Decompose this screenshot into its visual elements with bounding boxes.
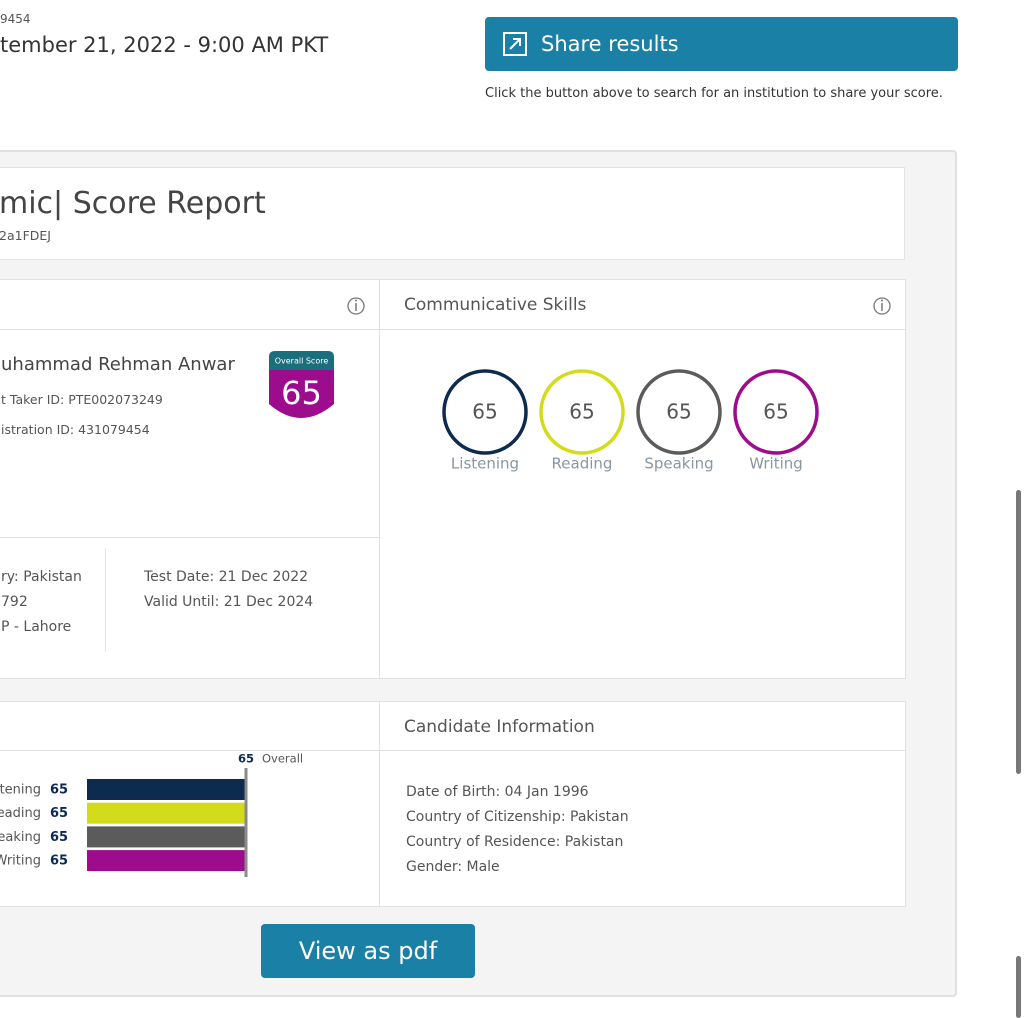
registration-id: istration ID: 431079454 (1, 422, 150, 437)
detail: 792 (1, 594, 28, 610)
card-title: Candidate Information (404, 717, 595, 737)
candidate-name: uhammad Rehman Anwar (1, 354, 235, 375)
overall-value: 65 (238, 752, 254, 766)
summary-card: Communicative Skills uhammad Rehman Anwa… (0, 279, 906, 679)
bar-name: Writing (0, 854, 41, 869)
skill-score: 65 (472, 400, 497, 424)
skill-name: Reading (552, 455, 613, 473)
registration: 9454 (0, 12, 31, 26)
details-left: ry: Pakistan 792 P - Lahore (1, 565, 82, 640)
scrollbar[interactable] (1016, 956, 1021, 1018)
info-line: Country of Citizenship: Pakistan (406, 809, 629, 825)
report-code: 2a1FDEJ (0, 228, 51, 243)
info-line: Date of Birth: 04 Jan 1996 (406, 784, 589, 800)
skill-score: 65 (763, 400, 788, 424)
skill-name: Speaking (644, 455, 713, 473)
taker-id: t Taker ID: PTE002073249 (1, 392, 163, 407)
share-button[interactable]: Share results (485, 17, 958, 71)
details-right: Test Date: 21 Dec 2022 Valid Until: 21 De… (144, 565, 313, 615)
score-bar (87, 850, 246, 872)
score-bar (87, 779, 246, 800)
divider (379, 280, 380, 678)
divider (379, 702, 380, 906)
divider (0, 750, 905, 751)
skill-ring (733, 369, 819, 455)
info-line: Gender: Male (406, 859, 500, 875)
detail: Valid Until: 21 Dec 2024 (144, 594, 314, 610)
skill-score: 65 (569, 400, 594, 424)
badge-label: Overall Score (275, 357, 329, 366)
badge-score: 65 (281, 374, 322, 412)
score-bar (87, 826, 246, 848)
skill-name: Listening (451, 455, 519, 473)
overall-badge: Overall Score 65 (269, 351, 334, 418)
skill-ring (442, 369, 528, 455)
divider (0, 537, 379, 538)
overall-label: Overall (262, 752, 303, 766)
bar-score: 65 (50, 806, 68, 821)
bar-score: 65 (50, 783, 68, 798)
candidate-info: Date of Birth: 04 Jan 1996 Country of Cit… (406, 780, 629, 880)
info-icon[interactable] (347, 297, 365, 315)
bar-score: 65 (50, 854, 68, 869)
scrollbar[interactable] (1016, 490, 1021, 774)
bar-score: 65 (50, 830, 68, 845)
detail: Test Date: 21 Dec 2022 (144, 569, 309, 585)
test-date: tember 21, 2022 - 9:00 AM PKT (0, 33, 329, 57)
bar-name: tening (0, 783, 41, 798)
score-bar (87, 802, 246, 824)
bar-name: eaking (0, 830, 41, 845)
detail: P - Lahore (1, 619, 72, 635)
pdf-button[interactable]: View as pdf (261, 924, 475, 978)
report-title-card: mic| Score Report 2a1FDEJ (0, 167, 905, 260)
skill-ring (539, 369, 625, 455)
card-title: Communicative Skills (404, 295, 587, 315)
report-title: mic| Score Report (0, 186, 266, 221)
skill-name: Writing (749, 455, 803, 473)
divider (0, 329, 905, 330)
share-hint: Click the button above to search for an … (485, 86, 943, 101)
skill-ring (636, 369, 722, 455)
bar-name: eading (0, 806, 41, 821)
share-icon (503, 32, 527, 56)
detail: ry: Pakistan (1, 569, 82, 585)
info-line: Country of Residence: Pakistan (406, 834, 624, 850)
info-icon[interactable] (873, 297, 891, 315)
divider (105, 548, 106, 652)
share-label: Share results (541, 32, 679, 56)
skill-score: 65 (666, 400, 691, 424)
